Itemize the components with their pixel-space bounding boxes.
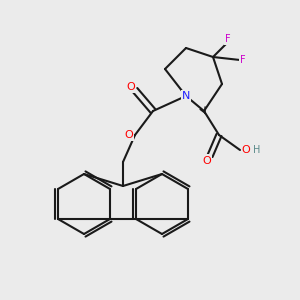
Text: O: O (202, 155, 211, 166)
Text: F: F (225, 34, 231, 44)
Text: O: O (126, 82, 135, 92)
Text: N: N (182, 91, 190, 101)
Text: O: O (242, 145, 250, 155)
Text: O: O (124, 130, 134, 140)
Text: H: H (253, 145, 260, 155)
Text: F: F (240, 55, 246, 65)
